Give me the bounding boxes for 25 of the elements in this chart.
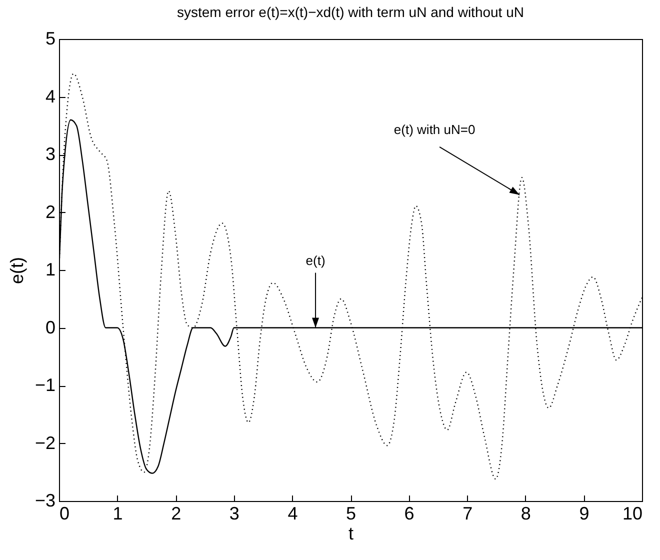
chart-title: system error e(t)=x(t)−xd(t) with term uN and without uN [177, 4, 524, 20]
x-tick-label: 9 [579, 504, 590, 524]
x-tick-label: 4 [288, 504, 298, 524]
x-tick-label: 3 [229, 504, 240, 524]
x-tick-label: 2 [171, 504, 182, 524]
y-tick-label: −3 [34, 490, 56, 510]
x-tick-label: 7 [462, 504, 473, 524]
x-tick-label: 6 [404, 504, 414, 524]
x-tick-label: 8 [520, 504, 531, 524]
x-tick-label: 1 [112, 504, 123, 524]
y-tick-label: −2 [34, 432, 56, 453]
y-tick-label: 1 [45, 260, 56, 280]
annotation: e(t) [306, 252, 326, 268]
y-tick-label: −1 [34, 375, 56, 395]
y-tick-label: 5 [45, 28, 56, 48]
x-tick-label: 0 [60, 504, 70, 524]
x-tick-label: 5 [346, 504, 356, 524]
y-tick-label: 4 [45, 86, 56, 106]
y-tick-label: 2 [45, 202, 56, 222]
y-tick-label: 0 [45, 317, 56, 338]
annotation: e(t) with uN=0 [394, 122, 476, 137]
x-tick-label: 10 [622, 504, 642, 524]
x-axis-title: t [348, 524, 354, 544]
y-tick-label: 3 [45, 144, 56, 164]
y-axis-title: e(t) [6, 257, 27, 284]
